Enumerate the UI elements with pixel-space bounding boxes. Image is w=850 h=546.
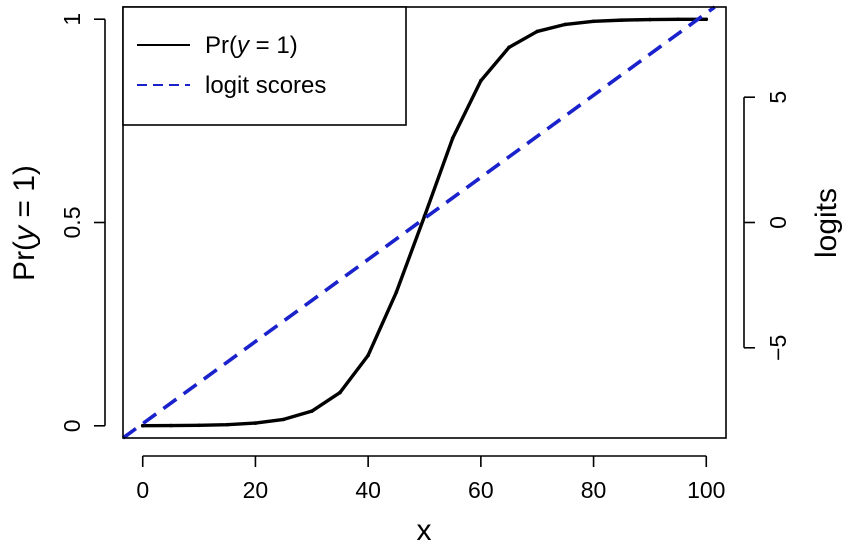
data-point-probability — [169, 423, 173, 428]
data-point-probability — [507, 45, 511, 50]
data-point-probability — [676, 17, 680, 22]
plot-area — [121, 5, 716, 440]
data-point-probability — [281, 417, 286, 422]
legend-label-logit: logit scores — [205, 72, 326, 99]
y-tick-label: 0 — [59, 419, 85, 432]
data-point-probability — [563, 22, 568, 27]
data-point-probability — [140, 423, 145, 428]
data-point-probability — [450, 136, 455, 140]
legend-box — [122, 6, 407, 126]
y-tick-label: 0.5 — [59, 207, 85, 239]
data-point-probability — [197, 423, 201, 428]
data-point-probability — [619, 18, 624, 22]
y-tick-label: 1 — [59, 13, 85, 26]
data-point-probability — [704, 17, 709, 22]
legend: Pr(y = 1) logit scores — [122, 6, 407, 126]
x-tick-label: 20 — [243, 477, 269, 503]
x-tick-label: 60 — [468, 477, 494, 503]
data-point-probability — [422, 214, 427, 219]
series-line-logit-scores — [121, 5, 716, 440]
data-point-probability — [253, 421, 258, 425]
x-axis-title: x — [417, 514, 432, 546]
y2-axis-title: logits — [810, 188, 843, 258]
axes: 0 20 40 60 80 100 0 0.5 1 −5 0 5 — [59, 13, 791, 503]
x-tick-label: 40 — [355, 477, 381, 503]
data-point-probability — [225, 422, 230, 427]
x-tick-label: 0 — [136, 477, 149, 503]
y-axis-title: Pr(y = 1) — [8, 165, 41, 281]
data-point-probability — [648, 17, 652, 22]
data-point-probability — [309, 409, 314, 413]
data-point-probability — [479, 78, 483, 83]
data-point-probability — [394, 290, 399, 295]
x-tick-label: 80 — [581, 477, 607, 503]
data-point-probability — [366, 353, 370, 358]
x-tick-label: 100 — [687, 477, 725, 503]
data-point-probability — [591, 19, 596, 24]
plot-frame — [122, 6, 727, 439]
y2-tick-label: −5 — [765, 335, 791, 361]
data-point-probability — [338, 390, 342, 395]
data-point-probability — [535, 29, 540, 34]
legend-label-probability: Pr(y = 1) — [205, 32, 298, 59]
y2-tick-label: 5 — [765, 91, 791, 104]
y2-tick-label: 0 — [765, 216, 791, 229]
